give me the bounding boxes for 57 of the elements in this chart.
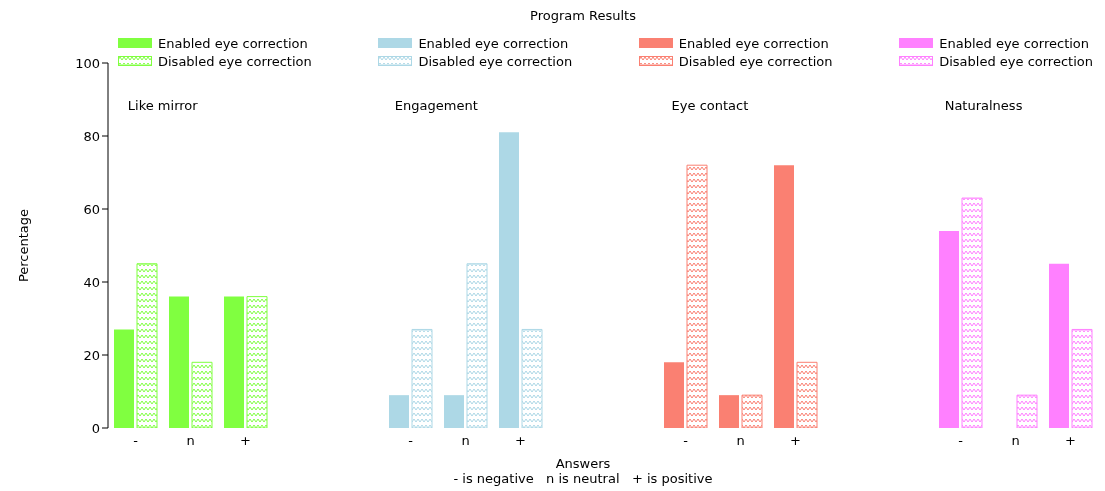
x-tick-label: -: [958, 433, 964, 449]
x-tick-label: +: [240, 433, 251, 449]
legend-label: Enabled eye correction: [418, 35, 569, 51]
y-tick-label: 20: [83, 347, 100, 363]
bar: [796, 361, 818, 428]
bar: [169, 296, 189, 428]
legend-label: Enabled eye correction: [678, 35, 829, 51]
y-tick-label: 0: [91, 420, 100, 436]
bar: [719, 395, 739, 428]
bar: [389, 395, 409, 428]
bar: [444, 395, 464, 428]
legend-label: Disabled eye correction: [158, 53, 312, 69]
bar: [224, 296, 244, 428]
bar: [961, 197, 983, 428]
bar: [114, 329, 134, 428]
annotation: Engagement: [393, 98, 479, 113]
bar: [521, 328, 543, 428]
bar: [136, 263, 158, 428]
y-axis-title: Percentage: [15, 208, 31, 283]
bar: [411, 328, 433, 428]
y-tick-label: 80: [83, 128, 100, 144]
x-tick-label: +: [515, 433, 526, 449]
x-tick-label: -: [408, 433, 414, 449]
x-tick-label: -: [683, 433, 689, 449]
x-tick-label: n: [1011, 433, 1020, 449]
legend-label: Enabled eye correction: [158, 35, 308, 51]
bar: [499, 132, 519, 428]
chart-title: Program Results: [529, 8, 637, 25]
x-tick-label: n: [186, 433, 195, 449]
legend-label: Disabled eye correction: [418, 53, 573, 69]
bar: [246, 296, 268, 428]
bar: [741, 394, 763, 428]
y-tick-label: 60: [83, 201, 100, 217]
annotation: Naturalness: [943, 98, 1024, 113]
text: - is negative n is neutral + is positive: [452, 471, 714, 486]
bar: [774, 165, 794, 428]
bar: [1049, 263, 1069, 428]
y-tick-label: 100: [75, 55, 100, 71]
bar: [191, 361, 213, 428]
x-tick-label: +: [790, 433, 801, 449]
y-tick-label: 40: [83, 274, 100, 290]
x-tick-label: n: [461, 433, 470, 449]
bar: [939, 230, 959, 428]
bar: [466, 263, 488, 428]
bar: [1071, 328, 1093, 428]
legend-label: Disabled eye correction: [678, 53, 833, 69]
x-axis-title: Answers: [554, 456, 612, 471]
bar: [664, 362, 684, 428]
x-tick-label: -: [133, 433, 139, 449]
annotation: Eye contact: [670, 98, 750, 113]
bar: [1016, 394, 1038, 428]
annotation: Like mirror: [126, 98, 199, 113]
x-tick-label: n: [736, 433, 745, 449]
bar: [686, 164, 708, 428]
legend-label: Disabled eye correction: [939, 53, 1093, 69]
legend-label: Enabled eye correction: [939, 35, 1090, 51]
x-tick-label: +: [1065, 433, 1076, 449]
